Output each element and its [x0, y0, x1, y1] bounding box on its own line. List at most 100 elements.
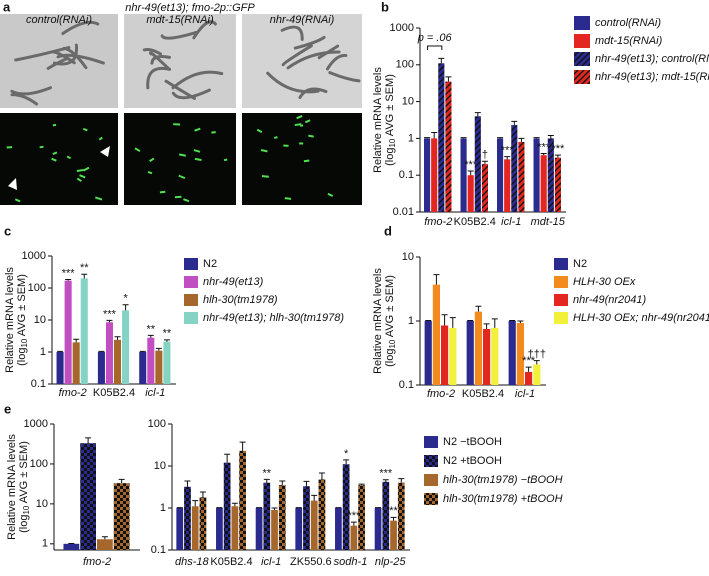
- significance-mark: **: [163, 328, 172, 340]
- significance-mark: ***: [62, 267, 76, 279]
- error-bar: [474, 112, 481, 117]
- gfp-spot: [76, 177, 82, 183]
- error-bar: [491, 318, 498, 328]
- worm: [10, 86, 52, 96]
- bar: [390, 520, 397, 550]
- error-bar: [199, 491, 206, 498]
- bar: [223, 462, 231, 550]
- legend-label: nhr-49(nr2041): [573, 294, 647, 306]
- worm: [61, 20, 100, 36]
- error-bar: [101, 536, 108, 540]
- bar: [441, 325, 449, 385]
- error-bar: [517, 320, 524, 324]
- worm: [328, 71, 361, 83]
- worm: [325, 53, 348, 71]
- bar: [184, 486, 191, 550]
- legend-label: N2: [573, 258, 587, 270]
- y-axis-label: Relative mRNA levels: [372, 268, 384, 374]
- error-bar: [311, 494, 318, 501]
- worm: [142, 48, 162, 56]
- error-bar: [382, 479, 389, 482]
- y-tick-label: 10: [154, 460, 166, 472]
- gfp-spot: [296, 114, 303, 120]
- worm: [286, 50, 341, 70]
- x-tick-label: K05B2.4: [93, 387, 135, 399]
- legend-swatch: [574, 52, 590, 66]
- error-bar: [547, 134, 554, 139]
- bar: [271, 509, 278, 550]
- bar: [72, 342, 80, 384]
- bar: [318, 479, 326, 550]
- gfp-spot: [194, 127, 201, 132]
- bar: [382, 481, 390, 550]
- panel-letter: a: [3, 0, 11, 14]
- panel-a: a nhr-49(et13); fmo-2p::GFP control(RNAi…: [0, 0, 362, 205]
- column-label: mdt-15(RNAi): [146, 14, 214, 26]
- worm: [298, 87, 328, 99]
- x-tick-label: K05B2.4: [210, 556, 252, 568]
- bar: [516, 323, 524, 385]
- error-bar: [467, 170, 474, 176]
- error-bar: [431, 131, 438, 139]
- error-bar: [118, 478, 125, 484]
- bar: [310, 500, 318, 550]
- y-tick-label: 1: [408, 132, 414, 144]
- legend-label: nhr-49(et13); mdt-15(RNAi): [595, 71, 709, 83]
- bar: [525, 371, 533, 385]
- error-bar: [433, 274, 440, 285]
- legend-label: control(RNAi): [595, 17, 661, 29]
- error-bar: [343, 459, 350, 465]
- bar: [295, 508, 303, 550]
- y-tick-label: 0.01: [393, 206, 414, 218]
- error-bar: [467, 319, 474, 321]
- bar: [504, 159, 511, 212]
- x-tick-label: fmo-2: [424, 216, 452, 228]
- worm: [171, 70, 224, 90]
- y-tick-label: 100: [28, 282, 46, 294]
- bar: [278, 485, 286, 550]
- gfp-spot: [82, 127, 88, 132]
- y-tick-label: 10: [34, 314, 46, 326]
- error-bar: [540, 152, 547, 156]
- y-axis-label-part: 10: [388, 339, 397, 348]
- fluorescence-image: [0, 113, 118, 205]
- error-bar: [303, 480, 310, 487]
- gfp-spot: [79, 174, 86, 179]
- fluorescence-image: [124, 113, 236, 205]
- y-tick-label: 1: [40, 346, 46, 358]
- y-axis-label-part: (log: [16, 348, 28, 366]
- error-bar: [475, 305, 482, 312]
- error-bar: [525, 366, 532, 372]
- significance-mark: **: [147, 323, 156, 335]
- worm: [62, 46, 88, 70]
- legend-label: N2: [203, 258, 217, 270]
- worm: [192, 20, 217, 40]
- y-axis-label-part: (log: [18, 515, 30, 533]
- error-bar: [398, 478, 405, 483]
- bar: [113, 483, 130, 550]
- gfp-spot: [52, 151, 58, 155]
- bar: [483, 328, 491, 385]
- significance-mark: *: [344, 448, 349, 460]
- y-tick-label: 10: [402, 251, 414, 263]
- significance-mark: ***: [501, 145, 515, 157]
- error-bar: [98, 350, 105, 352]
- error-bar: [441, 314, 448, 326]
- gfp-spot: [51, 157, 57, 162]
- significance-mark: **: [80, 262, 89, 274]
- bar: [263, 482, 271, 550]
- worm: [171, 88, 211, 100]
- y-axis-label-part: AVG ± SEM): [18, 441, 30, 506]
- gfp-spot: [327, 192, 334, 197]
- gfp-spot: [52, 123, 57, 127]
- bar: [518, 141, 525, 212]
- legend-swatch: [184, 258, 198, 270]
- x-tick-label: icl-1: [261, 556, 281, 568]
- bar: [63, 543, 80, 550]
- error-bar: [163, 339, 170, 342]
- bar: [466, 321, 474, 385]
- gfp-spot: [134, 147, 141, 153]
- legend-swatch: [184, 312, 198, 324]
- gfp-spot: [261, 175, 269, 178]
